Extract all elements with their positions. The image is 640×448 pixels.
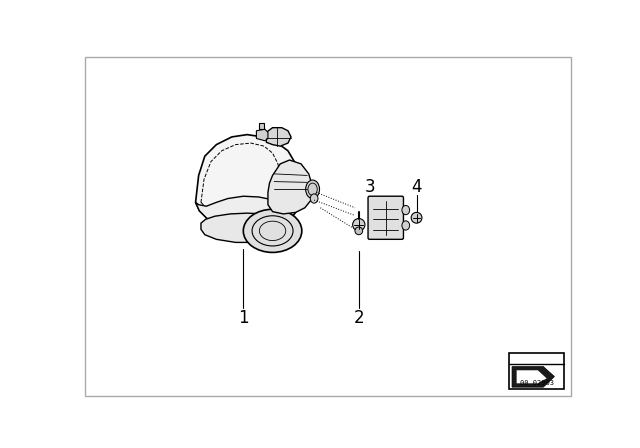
Circle shape (411, 212, 422, 223)
Circle shape (353, 219, 365, 231)
Polygon shape (512, 366, 554, 387)
Text: 1: 1 (238, 309, 248, 327)
Circle shape (355, 227, 363, 235)
Polygon shape (516, 370, 547, 383)
Text: 00 02903: 00 02903 (520, 380, 554, 386)
Polygon shape (201, 213, 291, 242)
Ellipse shape (402, 206, 410, 215)
Polygon shape (257, 129, 268, 141)
Polygon shape (196, 196, 291, 233)
Text: 2: 2 (353, 309, 364, 327)
Polygon shape (266, 128, 291, 146)
Bar (509, 353, 564, 389)
Ellipse shape (306, 180, 319, 198)
Ellipse shape (402, 221, 410, 230)
Polygon shape (259, 123, 264, 129)
Ellipse shape (310, 194, 318, 203)
Polygon shape (196, 134, 301, 233)
Text: 3: 3 (365, 178, 376, 196)
Ellipse shape (243, 209, 302, 252)
FancyBboxPatch shape (368, 196, 403, 239)
Polygon shape (268, 160, 312, 214)
Text: 4: 4 (412, 178, 422, 196)
